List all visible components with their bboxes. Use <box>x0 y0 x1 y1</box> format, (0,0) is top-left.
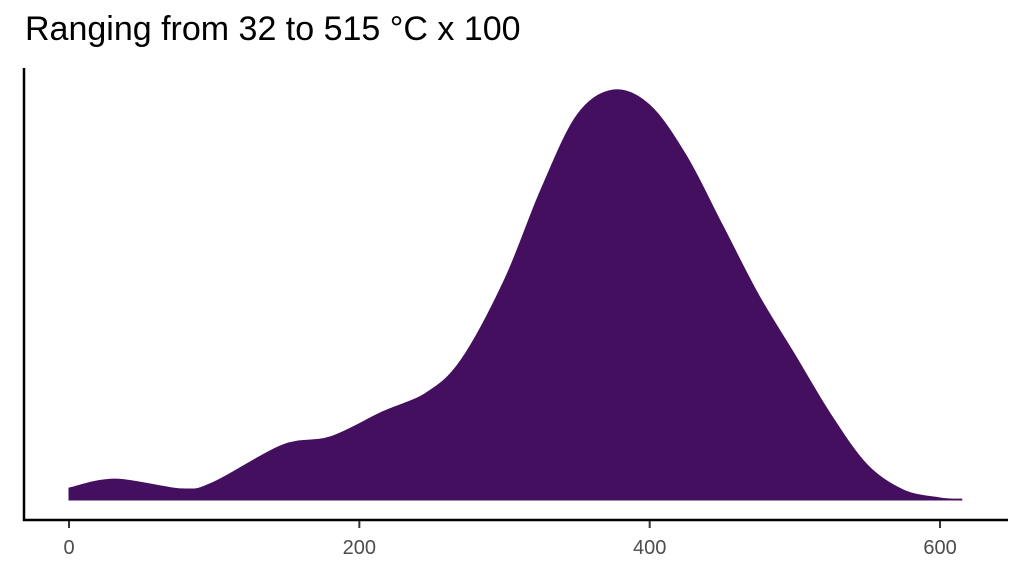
x-tick-label: 400 <box>633 537 666 559</box>
x-tick-label: 600 <box>923 537 956 559</box>
density-area <box>68 89 963 501</box>
x-tick-label: 200 <box>343 537 376 559</box>
chart-title: Ranging from 32 to 515 °C x 100 <box>25 10 521 48</box>
x-tick-label: 0 <box>63 537 74 559</box>
